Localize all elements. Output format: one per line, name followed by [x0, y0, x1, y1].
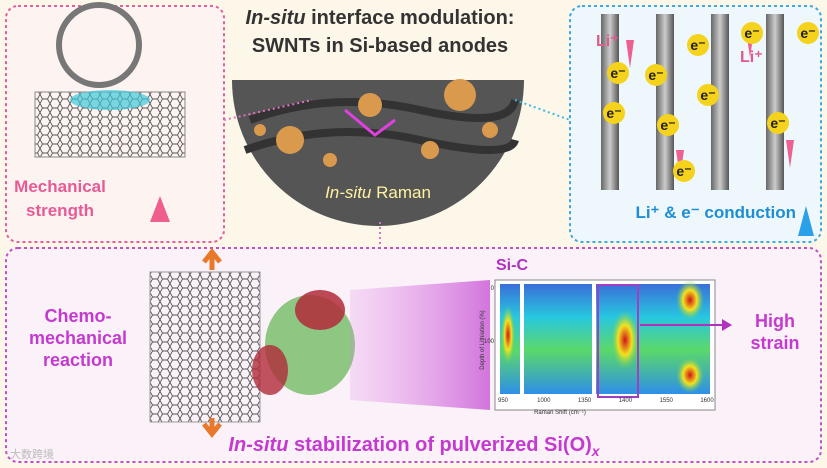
- electron-label: e⁻: [700, 87, 715, 103]
- x-tick-label: 1350: [578, 398, 592, 404]
- electron-label: e⁻: [610, 65, 625, 81]
- nanotube-bundle: [248, 98, 519, 124]
- arrow-up: [798, 206, 814, 236]
- label: Mechanical: [14, 177, 106, 196]
- orbital: [295, 290, 345, 330]
- label-line: reaction: [43, 350, 113, 370]
- raman-rest: Raman: [371, 183, 431, 202]
- electron: [741, 22, 763, 44]
- axis-break: [592, 284, 596, 394]
- ion-label: Li⁺: [596, 33, 619, 50]
- electron-label: e⁻: [648, 67, 663, 83]
- label-line: Chemo-: [45, 306, 112, 326]
- x-tick-label: 1000: [537, 398, 551, 404]
- label-line: strain: [750, 333, 799, 353]
- nanotube: [711, 14, 729, 190]
- electron: [797, 22, 819, 44]
- electron-label: e⁻: [660, 117, 675, 133]
- y-axis-label: Depth of Lithiation (%): [480, 310, 486, 369]
- electron: [673, 160, 695, 182]
- caption: In-situ stabilization of pulverized Si(O…: [228, 434, 600, 459]
- ion-cone: [786, 140, 794, 168]
- interface: [70, 90, 150, 110]
- y-tick-label: 100: [484, 339, 495, 345]
- x-tick-label: 1400: [619, 398, 633, 404]
- x-ticks: 950 1000 1350 1400 1550 1600: [498, 398, 714, 404]
- nanotube-ring: [56, 2, 142, 88]
- electron-label: e⁻: [744, 25, 759, 41]
- label: strength: [26, 201, 94, 220]
- electron-label: e⁻: [770, 115, 785, 131]
- title-italic: In-situ: [246, 7, 306, 29]
- electron: [607, 62, 629, 84]
- caption-sub: x: [591, 443, 601, 459]
- electron-label: e⁻: [690, 37, 705, 53]
- right-label: High strain: [750, 311, 799, 353]
- orbital: [252, 345, 288, 395]
- raman-italic: In-situ: [325, 183, 372, 202]
- heat-spot: [611, 310, 639, 370]
- x-tick-label: 1550: [660, 398, 674, 404]
- arrow-head: [722, 319, 732, 331]
- watermark: 大数跨境: [10, 447, 54, 461]
- electron: [645, 64, 667, 86]
- ion-cone: [626, 40, 634, 68]
- laser: [344, 108, 396, 137]
- connector: [223, 99, 313, 121]
- strain-arrow: [202, 418, 222, 439]
- raman-label: In-situ Raman: [325, 183, 431, 202]
- arrow-up: [150, 196, 170, 222]
- electron: [603, 102, 625, 124]
- label-line: mechanical: [29, 328, 127, 348]
- electron-label: e⁻: [606, 105, 621, 121]
- nanotube-lattice: [149, 271, 261, 423]
- subtitle: SWNTs in Si-based anodes: [252, 35, 508, 57]
- electron-label: e⁻: [676, 163, 691, 179]
- heatmap: [500, 284, 710, 394]
- caption-rest: stabilization of pulverized Si(O): [288, 434, 591, 456]
- title-rest: interface modulation:: [306, 7, 515, 29]
- nanotube: [601, 14, 619, 190]
- nanotubes: [601, 14, 794, 190]
- electron-label: e⁻: [800, 25, 815, 41]
- peak-label: Si-C: [496, 257, 528, 274]
- electron: [687, 34, 709, 56]
- label-line: High: [755, 311, 795, 331]
- ion-label: Li⁺: [740, 49, 763, 66]
- heat-spot: [676, 357, 704, 393]
- swnt-box: [597, 284, 639, 398]
- nanotube: [766, 14, 784, 190]
- electron: [767, 112, 789, 134]
- si-particles: [254, 79, 498, 167]
- strain-arrow: [202, 247, 222, 270]
- y-tick-label: 0: [491, 286, 495, 292]
- x-axis-label: Raman Shift (cm⁻¹): [534, 410, 586, 416]
- title: In-situ interface modulation:: [246, 7, 515, 29]
- caption-italic: In-situ: [228, 434, 288, 456]
- electron: [697, 84, 719, 106]
- nanotube: [656, 14, 674, 190]
- electron: [657, 114, 679, 136]
- label: Li⁺ & e⁻ conduction: [635, 203, 796, 222]
- x-tick-label: 950: [498, 398, 509, 404]
- heat-spot: [676, 280, 704, 320]
- x-tick-label: 1600: [700, 398, 714, 404]
- left-label: Chemo-mechanical reaction: [29, 306, 127, 370]
- band-label: SWNT: [601, 400, 630, 411]
- heat-spot: [501, 305, 515, 365]
- axis-break: [520, 284, 524, 394]
- beam: [350, 280, 490, 410]
- panel-right: [569, 5, 822, 243]
